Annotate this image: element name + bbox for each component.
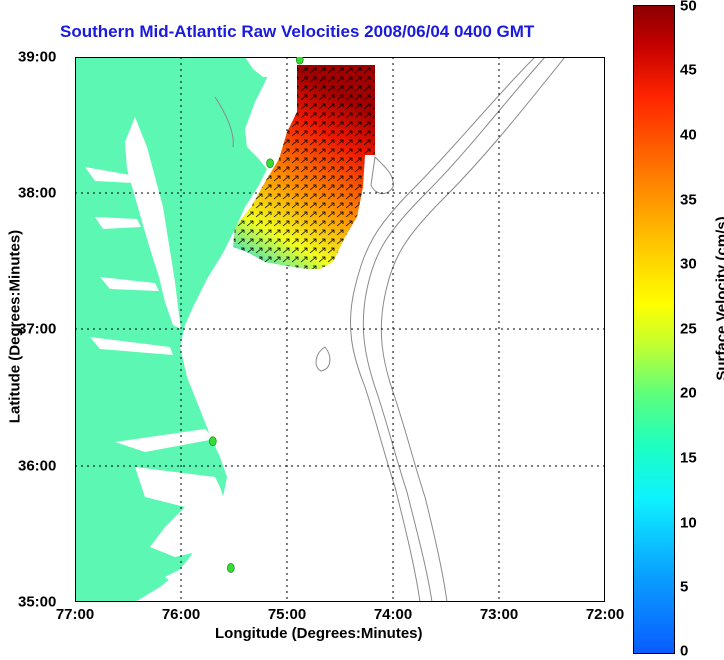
colorbar-label: Surface Velocity (cm/s): [714, 179, 724, 419]
station-markers: [75, 57, 605, 602]
x-tick-label: 72:00: [586, 606, 624, 623]
x-tick-label: 75:00: [268, 606, 306, 623]
map-plot-area: [75, 57, 605, 602]
colorbar-tick: 10: [680, 515, 697, 532]
colorbar-tick: 25: [680, 321, 697, 338]
hf-radar-station-marker: [296, 57, 303, 64]
colorbar-tick: 0: [680, 643, 688, 660]
y-axis-label: Latitude (Degrees:Minutes): [7, 217, 24, 437]
colorbar-tick: 40: [680, 127, 697, 144]
hf-radar-station-marker: [227, 563, 234, 572]
colorbar-tick: 15: [680, 450, 697, 467]
colorbar-tick: 50: [680, 0, 697, 15]
y-tick-label: 39:00: [18, 49, 56, 66]
y-tick-label: 36:00: [18, 458, 56, 475]
hf-radar-station-marker: [267, 159, 274, 168]
colorbar-tick: 5: [680, 579, 688, 596]
colorbar-tick: 45: [680, 62, 697, 79]
x-axis-label: Longitude (Degrees:Minutes): [215, 625, 423, 642]
y-tick-label: 38:00: [18, 185, 56, 202]
y-tick-label: 35:00: [18, 594, 56, 611]
colorbar: [633, 5, 675, 654]
x-tick-label: 73:00: [480, 606, 518, 623]
y-tick-label: 37:00: [18, 321, 56, 338]
colorbar-tick: 30: [680, 256, 697, 273]
x-tick-label: 77:00: [56, 606, 94, 623]
colorbar-tick: 35: [680, 192, 697, 209]
x-tick-label: 74:00: [374, 606, 412, 623]
hf-radar-station-marker: [209, 437, 216, 446]
colorbar-tick: 20: [680, 385, 697, 402]
x-tick-label: 76:00: [162, 606, 200, 623]
map-title: Southern Mid-Atlantic Raw Velocities 200…: [60, 22, 640, 42]
